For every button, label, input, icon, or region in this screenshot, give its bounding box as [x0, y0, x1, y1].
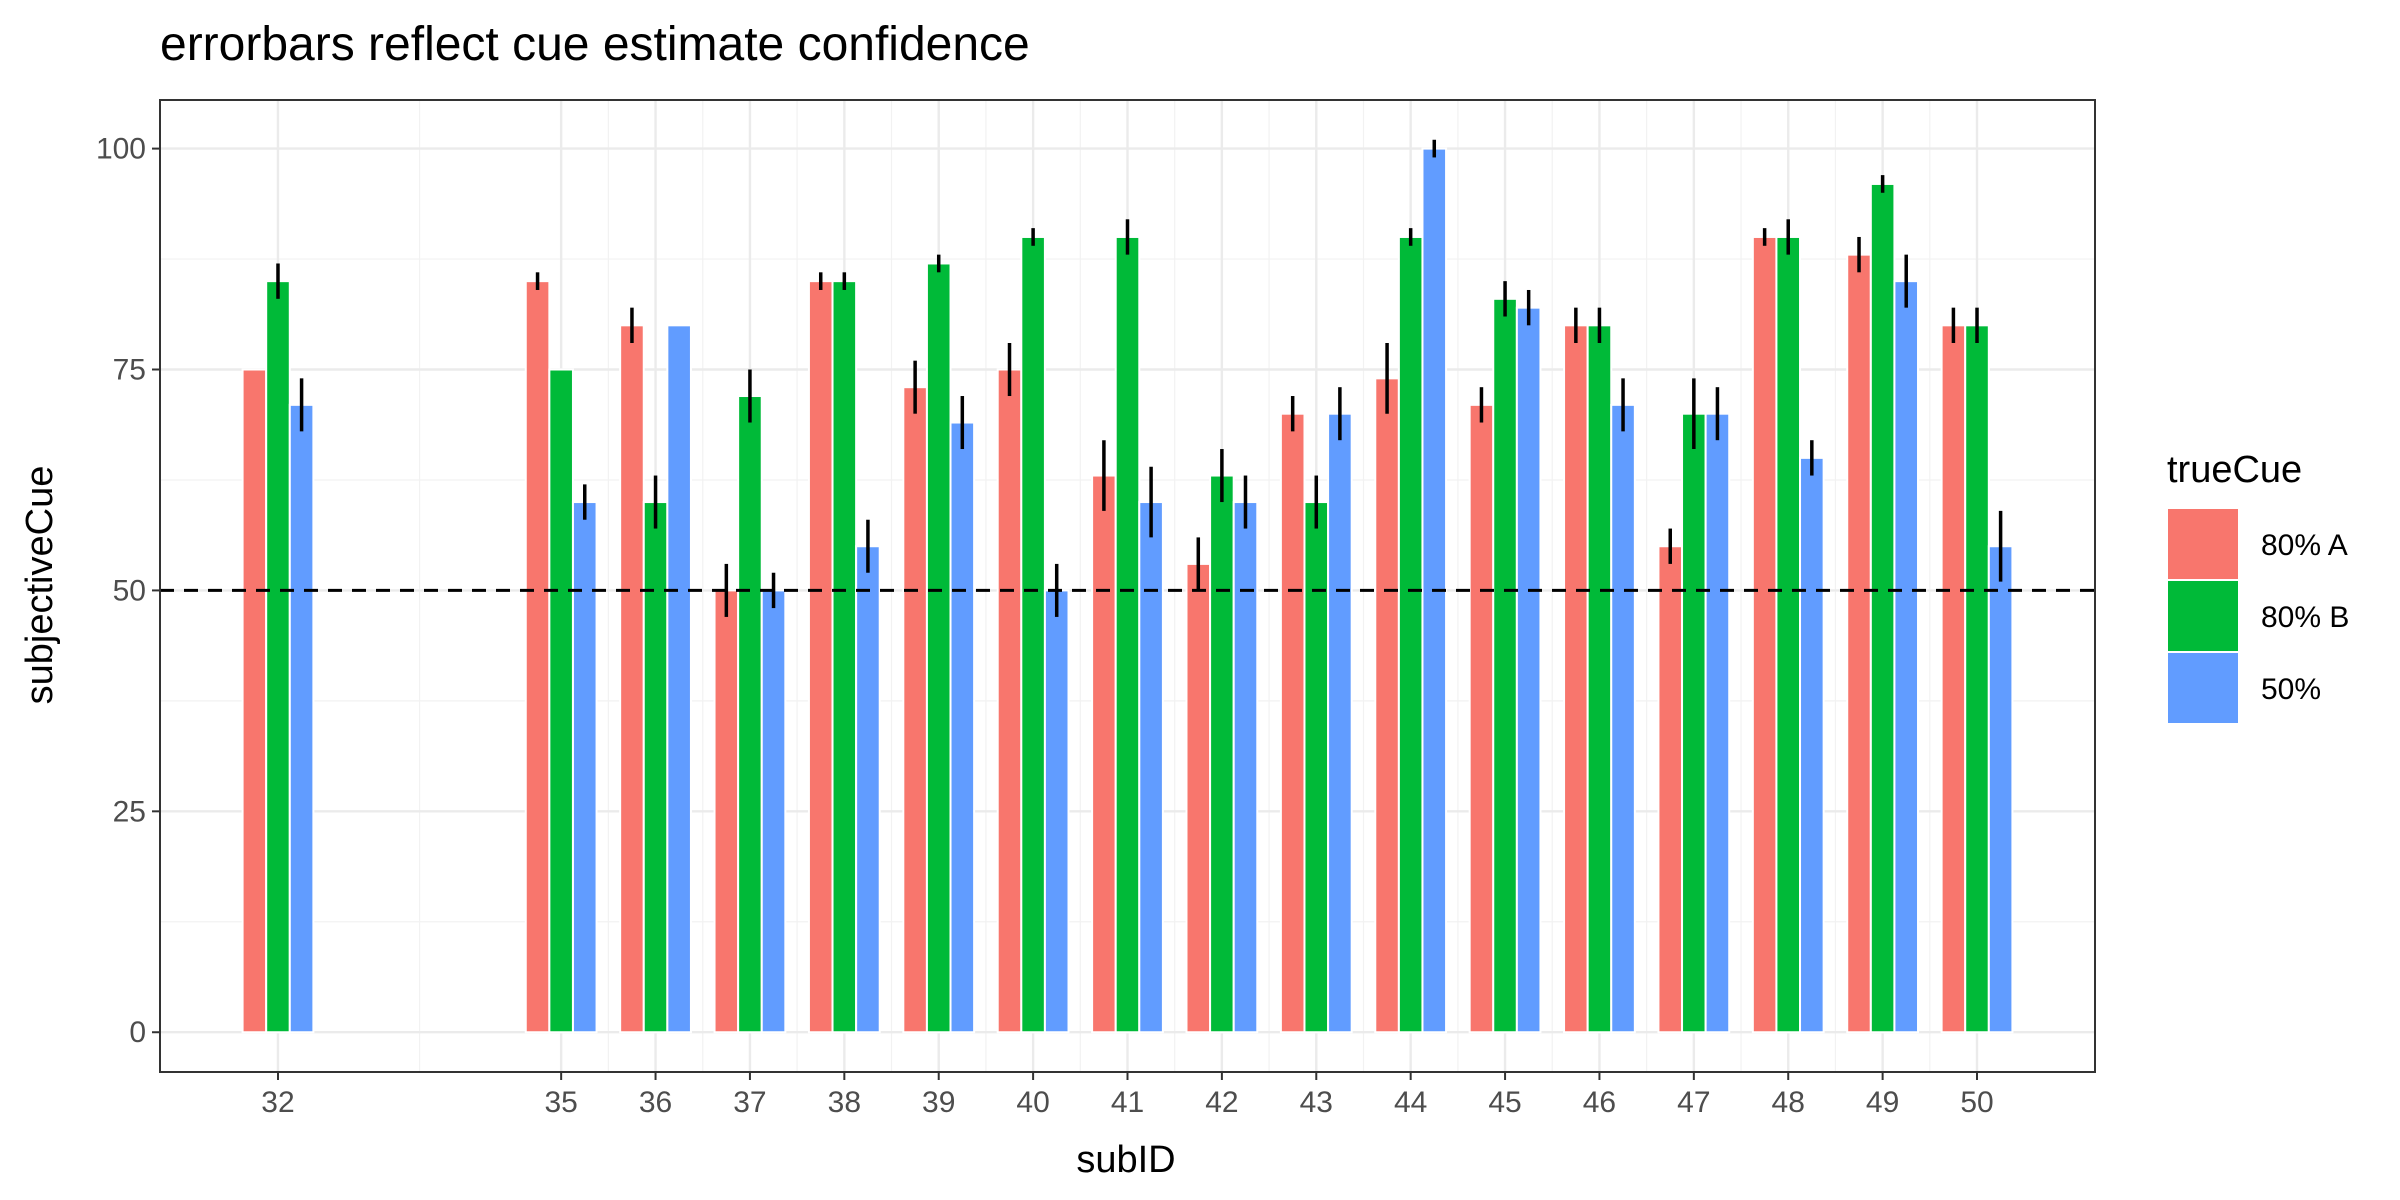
x-tick-label: 41: [1111, 1086, 1144, 1119]
x-tick-label: 39: [922, 1086, 955, 1119]
bar: [1327, 412, 1353, 1034]
bar: [1775, 235, 1802, 1034]
bar: [1940, 324, 1967, 1034]
bar: [288, 403, 315, 1034]
x-tick-label: 44: [1394, 1086, 1427, 1119]
legend-key: [2166, 651, 2240, 725]
y-tick-label: 100: [96, 133, 146, 166]
bar: [1185, 562, 1212, 1034]
bar: [1987, 545, 2014, 1034]
bar: [1279, 412, 1306, 1034]
bar: [1138, 501, 1164, 1034]
x-tick-label: 38: [828, 1086, 861, 1119]
bar: [760, 589, 787, 1034]
x-tick-label: 37: [733, 1086, 766, 1119]
y-tick-label: 25: [113, 795, 146, 828]
bar: [1704, 412, 1731, 1034]
bar: [265, 280, 291, 1034]
bar: [1209, 474, 1235, 1034]
bar: [1232, 501, 1259, 1034]
x-tick-label: 49: [1866, 1086, 1899, 1119]
bar: [713, 589, 740, 1034]
bar: [925, 262, 952, 1034]
bar: [1492, 297, 1518, 1034]
bar: [1515, 306, 1542, 1034]
bar: [1893, 280, 1920, 1034]
bar: [1799, 456, 1825, 1034]
bar: [1374, 377, 1400, 1034]
bar: [619, 324, 645, 1034]
bar: [855, 545, 881, 1034]
bar: [1114, 235, 1141, 1034]
y-tick-label: 50: [113, 574, 146, 607]
bar: [996, 368, 1023, 1034]
chart-title: errorbars reflect cue estimate confidenc…: [160, 18, 1030, 71]
legend: trueCue 80% A 80% B 50%: [2166, 449, 2349, 725]
bar: [524, 280, 551, 1034]
x-tick-label: 32: [261, 1086, 294, 1119]
y-tick-label: 0: [129, 1016, 146, 1049]
bar: [1468, 403, 1495, 1034]
bar: [1751, 235, 1778, 1034]
x-tick-label: 35: [544, 1086, 577, 1119]
bar: [666, 324, 692, 1034]
bar: [1043, 589, 1070, 1034]
bar: [1091, 474, 1117, 1034]
bar: [1020, 235, 1046, 1034]
x-axis-title: subID: [1076, 1139, 1175, 1181]
bar: [1846, 253, 1872, 1034]
bar: [548, 368, 574, 1034]
bar: [902, 386, 928, 1034]
bar: [1869, 182, 1896, 1034]
x-tick-label: 47: [1677, 1086, 1710, 1119]
bar: [1681, 412, 1707, 1034]
legend-label: 80% A: [2261, 529, 2348, 562]
x-tick-label: 43: [1300, 1086, 1333, 1119]
bar: [1657, 545, 1684, 1034]
y-tick-label: 75: [113, 354, 146, 387]
x-tick-label: 36: [639, 1086, 672, 1119]
bar: [1397, 235, 1424, 1034]
axes: 0 25 50 75 100 32 35 36 37 38 39 40 41 42 43 44 45 46 47 48…: [96, 133, 1994, 1119]
x-tick-label: 40: [1016, 1086, 1049, 1119]
bars: [241, 147, 2014, 1034]
legend-label: 80% B: [2261, 601, 2349, 634]
bar: [642, 501, 669, 1034]
legend-title: trueCue: [2167, 449, 2302, 491]
bar: [1563, 324, 1589, 1034]
legend-label: 50%: [2261, 673, 2321, 706]
legend-key: [2166, 579, 2240, 653]
x-tick-label: 48: [1772, 1086, 1805, 1119]
x-tick-label: 42: [1205, 1086, 1238, 1119]
x-tick-label: 45: [1488, 1086, 1521, 1119]
bar: [831, 280, 858, 1034]
y-axis-title: subjectiveCue: [19, 466, 61, 705]
x-tick-label: 50: [1960, 1086, 1993, 1119]
bar: [949, 421, 976, 1034]
bar: [241, 368, 268, 1034]
bar: [1610, 403, 1636, 1034]
x-tick-label: 46: [1583, 1086, 1616, 1119]
bar: [1586, 324, 1613, 1034]
bar: [1964, 324, 1990, 1034]
bar: [1303, 501, 1330, 1034]
bar: [807, 280, 834, 1034]
legend-key: [2166, 507, 2240, 581]
bar: [571, 501, 598, 1034]
error-bars: [276, 139, 2003, 617]
bar: [737, 395, 763, 1034]
